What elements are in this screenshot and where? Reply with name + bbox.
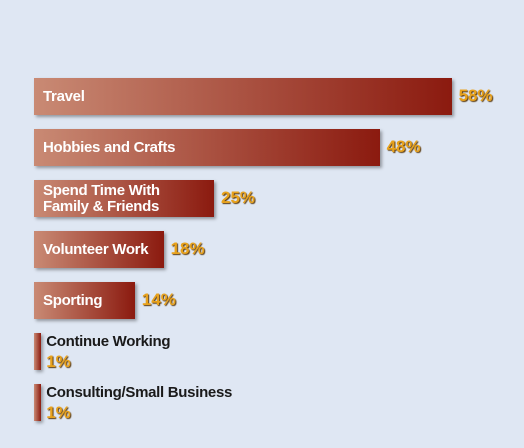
bar — [34, 384, 42, 421]
value-label: 1% — [46, 403, 71, 422]
bar — [34, 333, 42, 370]
category-label: Spend Time With Family & Friends — [43, 181, 160, 215]
category-label: Volunteer Work — [43, 240, 149, 258]
category-label: Continue Working — [46, 333, 171, 350]
value-label: 14% — [141, 290, 176, 309]
value-label: 18% — [170, 239, 205, 258]
bar — [34, 78, 452, 115]
category-label: Travel — [43, 87, 85, 105]
category-label: Sporting — [43, 291, 103, 309]
category-label: Consulting/Small Business — [46, 384, 233, 401]
bar — [34, 129, 380, 166]
value-label: 58% — [458, 86, 493, 105]
value-label: 25% — [221, 188, 256, 207]
value-label: 48% — [386, 137, 421, 156]
category-label: Hobbies and Crafts — [43, 138, 176, 156]
value-label: 1% — [46, 352, 71, 371]
bar — [34, 231, 164, 268]
bar — [34, 282, 135, 319]
bar — [34, 180, 214, 217]
